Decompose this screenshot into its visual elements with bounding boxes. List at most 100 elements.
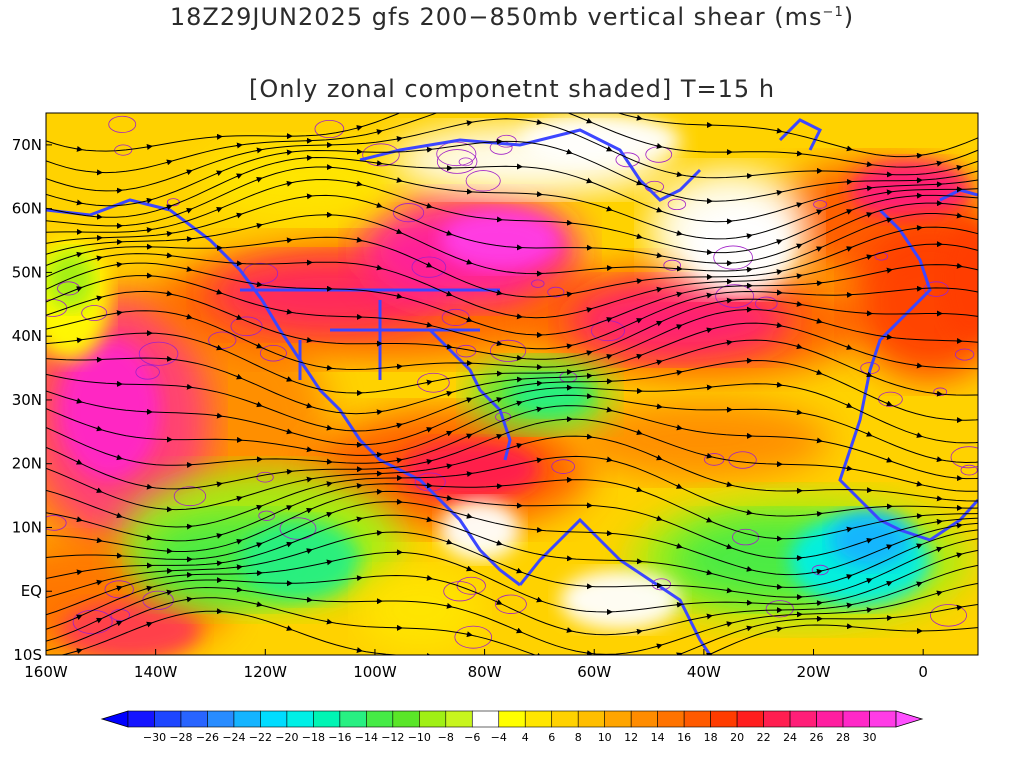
streamline — [46, 479, 978, 542]
streamline-arrow — [165, 230, 173, 237]
streamline-arrow — [495, 433, 503, 440]
shear-streamlines — [46, 113, 978, 655]
streamline-arrow — [775, 239, 783, 245]
streamline-arrow — [565, 343, 573, 350]
colorbar-tick-label: 28 — [836, 731, 850, 744]
streamline-arrow — [465, 397, 473, 403]
contour-ring — [114, 144, 133, 156]
streamline-arrow — [255, 222, 263, 229]
streamline — [46, 359, 978, 432]
streamline-arrow — [775, 127, 783, 134]
contour-ring — [663, 259, 681, 271]
streamline-arrow — [725, 621, 733, 628]
colorbar: −30 −28 −26 −24 −22 −20 −18 −16 −14 −12 −10 −8 −6 −4 4… — [100, 710, 924, 744]
colorbar-tick-label: −22 — [249, 731, 272, 744]
streamline-arrow — [515, 567, 523, 574]
streamline-arrow — [185, 169, 193, 176]
streamline-arrow — [885, 581, 893, 587]
colorbar-tick-label: −26 — [196, 731, 219, 744]
streamline-arrow — [465, 259, 473, 265]
streamline-arrow — [885, 217, 893, 224]
streamline-arrow — [675, 369, 683, 376]
streamline — [46, 290, 978, 360]
streamline-arrow — [705, 516, 713, 523]
streamline-arrow — [635, 486, 643, 493]
colorbar-swatch — [577, 710, 605, 728]
streamline-arrow — [795, 409, 803, 416]
streamline-arrow — [655, 320, 663, 327]
lat-label: 30N — [12, 391, 42, 409]
contour-ring — [732, 528, 760, 546]
streamline-arrow — [465, 513, 473, 519]
streamline-arrow — [815, 369, 823, 375]
streamline-arrow — [565, 627, 573, 633]
colorbar-swatch — [207, 710, 235, 728]
streamline-arrow — [795, 343, 803, 350]
streamline-arrow — [675, 483, 683, 489]
colorbar-swatch — [339, 710, 367, 728]
streamline-arrow — [75, 614, 83, 621]
streamline-arrow — [75, 648, 83, 654]
streamline-arrow — [725, 543, 733, 550]
streamline-arrow — [75, 459, 83, 465]
streamline-arrow — [865, 431, 873, 437]
streamline-arrow — [795, 273, 803, 280]
colorbar-swatch — [498, 710, 526, 728]
contour-ring — [651, 578, 672, 591]
streamline-arrow — [235, 142, 243, 149]
colorbar-swatch — [630, 710, 658, 728]
streamline-arrow — [675, 291, 683, 298]
colorbar-swatch — [471, 710, 500, 728]
streamline-arrow — [635, 278, 643, 285]
streamline-arrow — [255, 342, 263, 349]
streamline-arrow — [655, 142, 663, 149]
colorbar-swatch — [524, 710, 553, 728]
streamline-arrow — [935, 160, 943, 167]
colorbar-tick-label: 14 — [651, 731, 665, 744]
colorbar-swatch — [313, 710, 341, 728]
streamline-arrow — [215, 288, 223, 295]
streamline-arrow — [495, 289, 503, 296]
streamline-arrow — [325, 559, 333, 566]
streamline-arrow — [235, 495, 243, 502]
contour-ring — [547, 286, 565, 298]
map-panel — [46, 113, 978, 655]
streamline-arrow — [815, 209, 823, 215]
streamline-arrow — [775, 626, 783, 633]
colorbar-low-arrow — [100, 710, 129, 728]
streamline-arrow — [115, 454, 123, 461]
streamline-arrow — [75, 286, 83, 292]
contour-ring — [256, 471, 274, 483]
lon-label: 120W — [244, 663, 288, 681]
streamline-arrow — [375, 129, 383, 135]
colorbar-high-arrow — [895, 710, 924, 728]
contour-ring — [930, 604, 967, 627]
streamline-arrow — [775, 322, 783, 329]
colorbar-tick-label: 12 — [624, 731, 638, 744]
streamline-arrow — [635, 233, 643, 240]
contour-ring — [173, 486, 207, 507]
colorbar-tick-label: 24 — [783, 731, 797, 744]
streamline-arrow — [655, 454, 663, 461]
streamline — [46, 490, 978, 559]
streamline — [46, 597, 978, 655]
streamline-arrow — [955, 552, 963, 559]
streamline-arrow — [815, 317, 823, 324]
streamline-arrow — [185, 266, 193, 272]
streamline-arrow — [535, 119, 543, 125]
contour-ring — [923, 281, 949, 297]
streamline-arrow — [725, 481, 733, 488]
contour-ring — [230, 316, 263, 337]
streamline-arrow — [305, 548, 313, 554]
lon-label: 60W — [577, 663, 611, 681]
streamline-arrow — [255, 147, 263, 154]
streamline-arrow — [865, 537, 873, 544]
colorbar-swatch — [763, 710, 791, 728]
streamline-arrow — [395, 177, 403, 183]
streamline-arrow — [885, 267, 893, 274]
streamline-arrow — [845, 246, 853, 252]
streamline-arrow — [635, 429, 643, 436]
streamline-arrow — [915, 480, 923, 487]
streamline-arrow — [235, 314, 243, 320]
